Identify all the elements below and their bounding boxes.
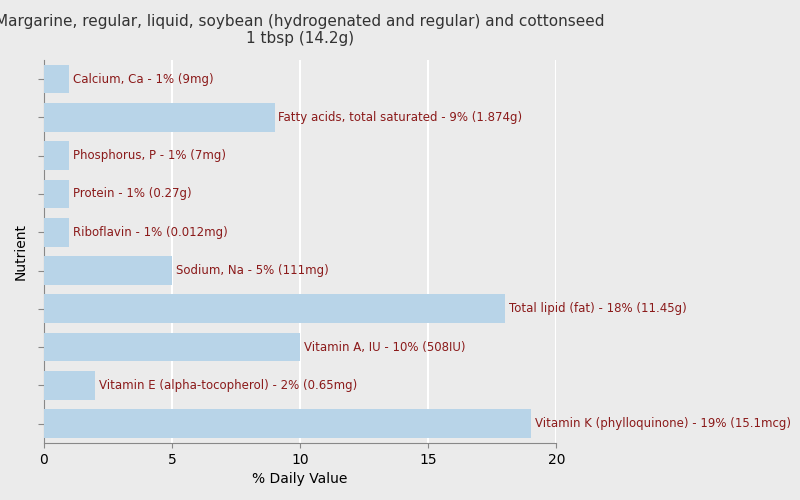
Bar <box>44 64 70 94</box>
Bar <box>44 180 70 208</box>
Text: Vitamin K (phylloquinone) - 19% (15.1mcg): Vitamin K (phylloquinone) - 19% (15.1mcg… <box>534 417 790 430</box>
Bar <box>44 256 172 285</box>
Bar <box>44 410 531 438</box>
Bar <box>44 103 274 132</box>
Text: Vitamin A, IU - 10% (508IU): Vitamin A, IU - 10% (508IU) <box>304 340 466 353</box>
Text: Total lipid (fat) - 18% (11.45g): Total lipid (fat) - 18% (11.45g) <box>509 302 686 316</box>
Text: Riboflavin - 1% (0.012mg): Riboflavin - 1% (0.012mg) <box>74 226 228 239</box>
Text: Phosphorus, P - 1% (7mg): Phosphorus, P - 1% (7mg) <box>74 149 226 162</box>
Y-axis label: Nutrient: Nutrient <box>14 223 28 280</box>
Bar <box>44 333 300 362</box>
Text: Sodium, Na - 5% (111mg): Sodium, Na - 5% (111mg) <box>176 264 329 277</box>
Bar <box>44 218 70 246</box>
Text: Protein - 1% (0.27g): Protein - 1% (0.27g) <box>74 188 192 200</box>
Title: Margarine, regular, liquid, soybean (hydrogenated and regular) and cottonseed
1 : Margarine, regular, liquid, soybean (hyd… <box>0 14 605 46</box>
Bar <box>44 142 70 170</box>
Text: Fatty acids, total saturated - 9% (1.874g): Fatty acids, total saturated - 9% (1.874… <box>278 111 522 124</box>
X-axis label: % Daily Value: % Daily Value <box>253 472 348 486</box>
Bar <box>44 371 95 400</box>
Bar <box>44 294 506 323</box>
Text: Vitamin E (alpha-tocopherol) - 2% (0.65mg): Vitamin E (alpha-tocopherol) - 2% (0.65m… <box>99 379 358 392</box>
Text: Calcium, Ca - 1% (9mg): Calcium, Ca - 1% (9mg) <box>74 72 214 86</box>
